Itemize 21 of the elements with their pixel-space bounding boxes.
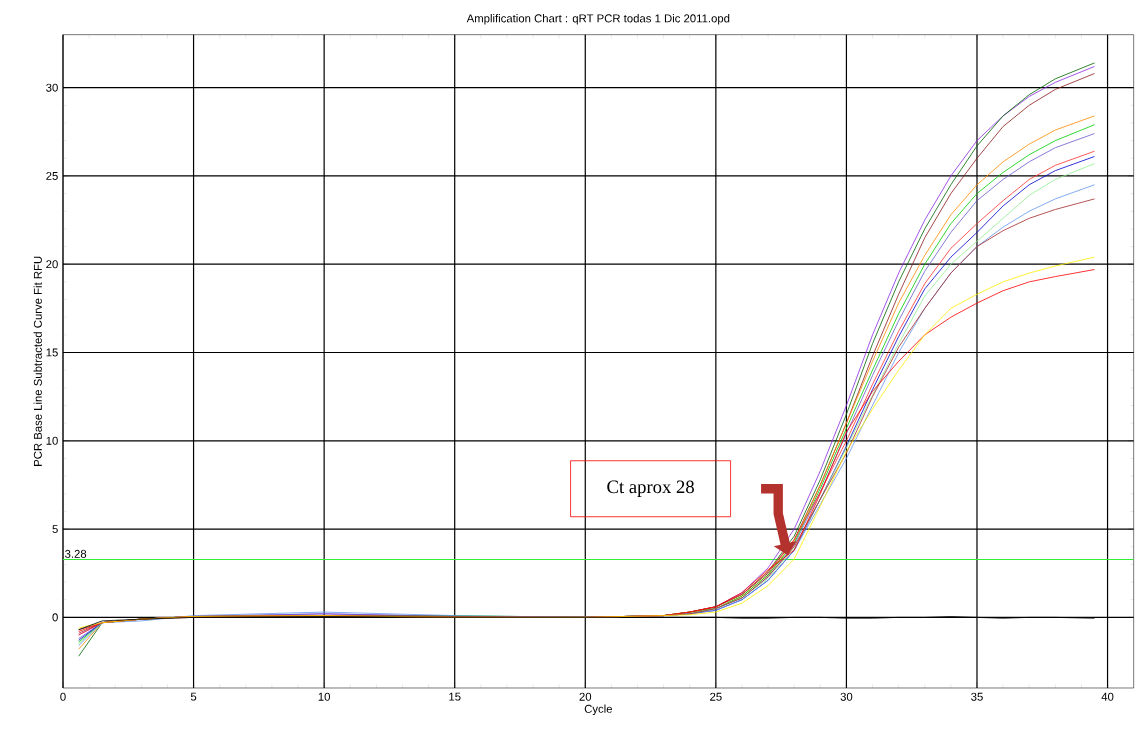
x-tick-label: 35 — [971, 692, 983, 701]
annotation: Ct aprox 28 — [607, 480, 694, 497]
x-tick-label: 20 — [579, 692, 592, 701]
x-tick-label: 0 — [60, 692, 66, 701]
x-tick-label: 10 — [318, 692, 330, 701]
y-tick-label: 0 — [52, 613, 58, 622]
y-tick-label: 15 — [46, 348, 58, 357]
x-tick-label: 30 — [840, 692, 853, 701]
x-tick-label: 25 — [710, 692, 722, 701]
y-tick-label: 5 — [52, 525, 58, 534]
x-tick-label: 40 — [1101, 692, 1114, 701]
y-tick-label: 10 — [46, 436, 58, 445]
x-axis-title: Cycle — [584, 704, 612, 716]
y-tick-label: 25 — [46, 171, 58, 180]
y-tick-label: 20 — [46, 260, 58, 269]
ref-line-label: 3.28 — [65, 549, 87, 558]
chart-title: Amplification Chart : qRT PCR todas 1 Dic 2011.opd — [466, 14, 730, 25]
y-tick-label: 30 — [46, 83, 58, 92]
x-tick-label: 15 — [449, 692, 461, 701]
x-tick-label: 5 — [190, 692, 197, 701]
y-axis-title: PCR Base Line Subtracted Curve Fit RFU — [33, 256, 42, 466]
